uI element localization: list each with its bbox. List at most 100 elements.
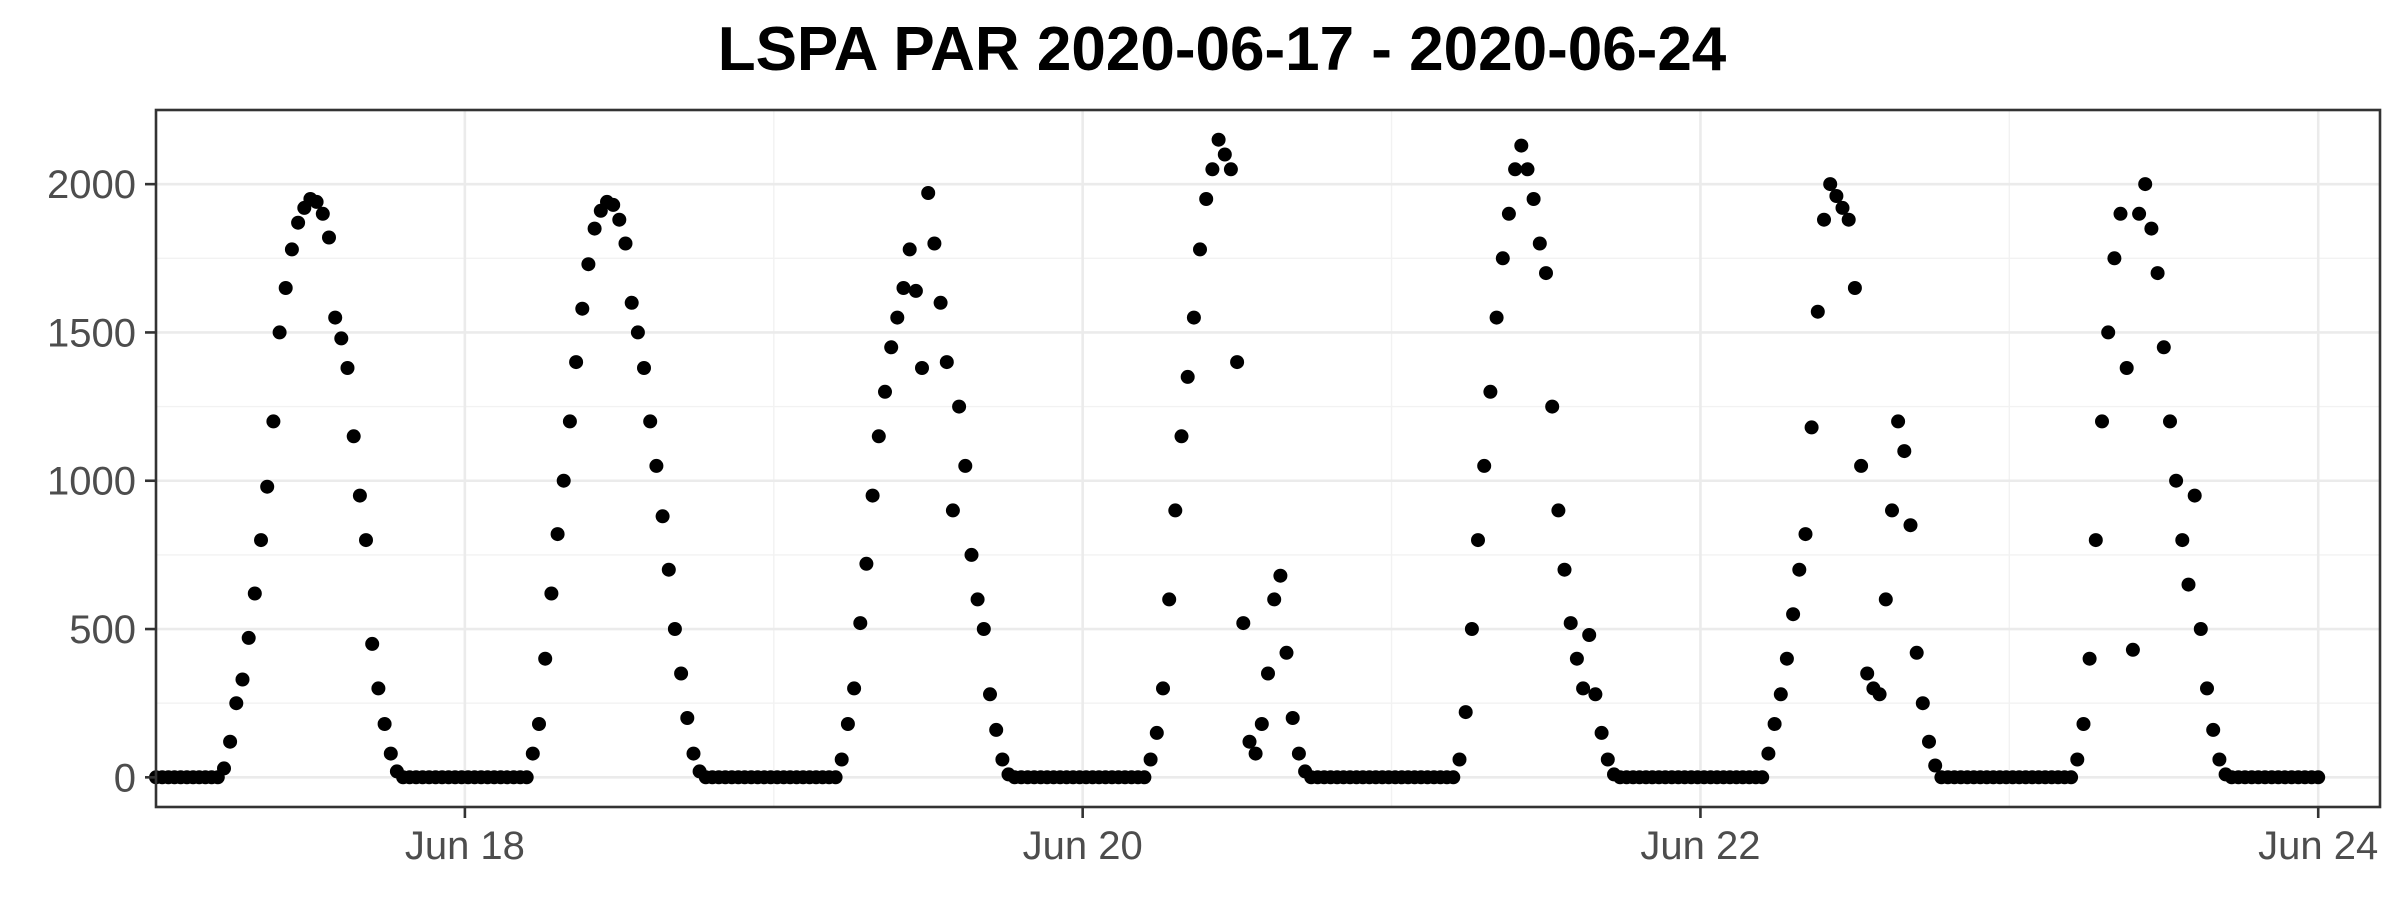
data-point — [1193, 242, 1207, 257]
data-point — [834, 752, 849, 767]
data-point — [352, 488, 367, 503]
data-point — [2212, 752, 2227, 767]
data-point — [1489, 310, 1504, 325]
data-point — [371, 681, 386, 696]
data-point — [1835, 200, 1850, 215]
data-point — [1600, 752, 1615, 767]
data-point — [1576, 681, 1591, 696]
data-point — [1767, 717, 1782, 731]
data-point — [2181, 577, 2196, 592]
data-point — [328, 310, 343, 325]
data-point — [1841, 212, 1856, 227]
data-point — [1810, 304, 1825, 319]
data-point — [1891, 414, 1906, 429]
data-point — [1854, 458, 1869, 473]
data-point — [1471, 533, 1485, 548]
y-tick-label: 2000 — [47, 163, 136, 207]
data-point — [933, 295, 948, 310]
data-point — [1885, 503, 1899, 518]
data-point — [618, 236, 633, 251]
data-point — [2311, 770, 2326, 785]
data-point — [865, 488, 880, 503]
data-point — [229, 696, 244, 711]
data-point — [1458, 705, 1473, 720]
data-point — [2113, 206, 2128, 221]
data-point — [2169, 473, 2184, 488]
data-point — [1755, 770, 1770, 785]
data-point — [1446, 770, 1461, 785]
data-point — [970, 592, 985, 607]
data-point — [2206, 722, 2221, 737]
data-point — [1594, 725, 1609, 740]
data-point — [1779, 651, 1794, 666]
data-point — [217, 761, 231, 776]
data-point — [896, 281, 911, 295]
data-point — [1477, 458, 1492, 473]
data-point — [278, 281, 293, 295]
data-point — [1137, 770, 1152, 785]
data-point — [2150, 266, 2165, 281]
data-point — [377, 717, 392, 731]
data-point — [847, 681, 862, 696]
data-point — [976, 622, 991, 636]
data-point — [1539, 266, 1553, 281]
data-point — [1143, 752, 1158, 767]
data-point — [1279, 645, 1294, 660]
data-point — [1761, 746, 1776, 761]
data-point — [686, 746, 701, 761]
data-point — [624, 295, 639, 310]
data-point — [2144, 221, 2159, 236]
data-point — [939, 355, 954, 370]
data-point — [1223, 162, 1238, 177]
ticks-layer: Jun 18 Jun 20 Jun 22 Jun 24 0 500 1000 1500 2000 — [47, 163, 2378, 868]
data-point — [2125, 642, 2140, 657]
data-point — [1792, 562, 1807, 577]
data-point — [1563, 616, 1578, 631]
data-point — [2163, 414, 2177, 429]
data-point — [859, 556, 874, 571]
data-point — [2082, 651, 2097, 666]
data-point — [1878, 592, 1893, 607]
data-point — [902, 242, 917, 257]
data-point — [1149, 725, 1164, 740]
data-point — [1817, 212, 1831, 227]
data-point — [532, 717, 546, 731]
data-point — [1909, 645, 1924, 660]
data-point — [680, 711, 695, 725]
data-point — [1242, 734, 1257, 749]
data-point — [661, 562, 676, 577]
data-point — [1205, 162, 1220, 177]
data-point — [1254, 717, 1269, 731]
data-point — [550, 527, 565, 542]
data-point — [1786, 607, 1801, 622]
data-point — [927, 236, 942, 251]
data-point — [1872, 687, 1887, 702]
data-point — [525, 746, 540, 761]
data-point — [315, 206, 330, 221]
data-point — [2076, 717, 2091, 731]
data-point — [1588, 687, 1603, 702]
data-point — [575, 301, 590, 316]
data-point — [346, 429, 361, 444]
data-point — [1798, 527, 1813, 542]
data-point — [908, 283, 923, 298]
data-point — [1532, 236, 1547, 251]
data-point — [1483, 384, 1498, 399]
data-point — [1261, 666, 1275, 681]
y-tick-label: 0 — [114, 756, 136, 800]
data-point — [964, 547, 979, 562]
data-point — [272, 325, 287, 340]
data-point — [1230, 355, 1245, 370]
data-point — [674, 666, 689, 681]
data-point — [1180, 369, 1195, 384]
data-point — [1860, 666, 1875, 681]
x-tick-label: Jun 18 — [405, 824, 525, 868]
data-point — [1236, 616, 1251, 631]
data-point — [1829, 189, 1844, 203]
data-point — [1773, 687, 1788, 702]
data-point — [562, 414, 577, 429]
data-point — [606, 197, 621, 212]
data-point — [2095, 414, 2109, 429]
data-point — [322, 230, 336, 245]
